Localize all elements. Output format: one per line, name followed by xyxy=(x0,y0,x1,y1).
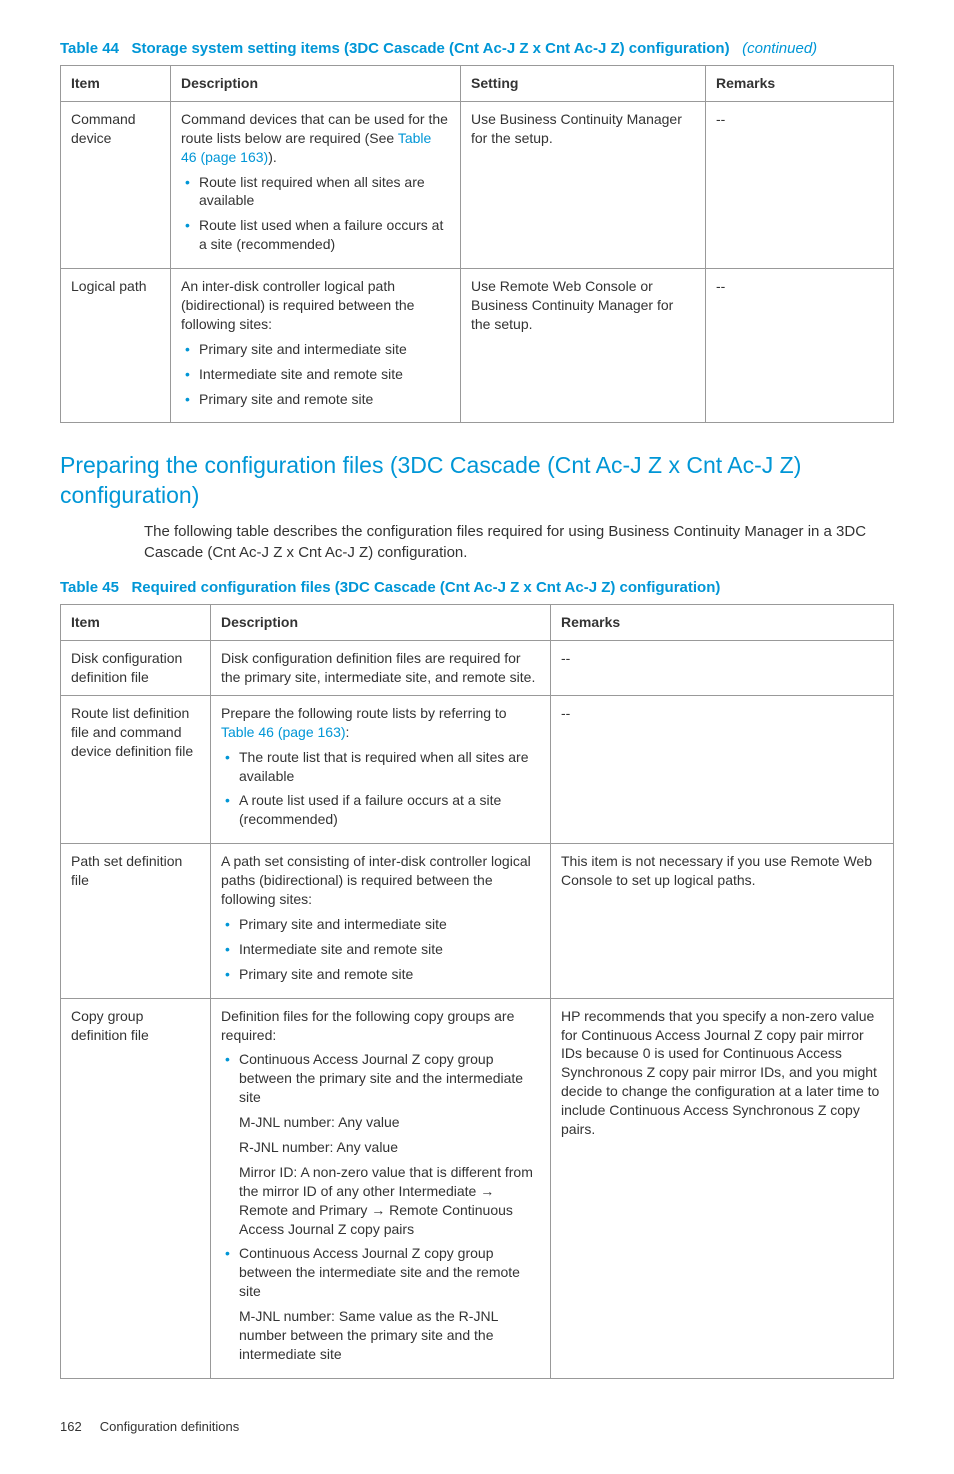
crossref-link[interactable]: Table 46 (page 163) xyxy=(221,724,346,740)
table-row: Command device Command devices that can … xyxy=(61,101,894,268)
cell-remarks: -- xyxy=(551,695,894,843)
page-number: 162 xyxy=(60,1419,82,1434)
cell-remarks: HP recommends that you specify a non-zer… xyxy=(551,998,894,1378)
cell-setting: Use Business Continuity Manager for the … xyxy=(461,101,706,268)
cell-description: An inter-disk controller logical path (b… xyxy=(171,269,461,423)
col-item: Item xyxy=(61,66,171,102)
desc-text: : xyxy=(346,724,350,740)
list-item: Route list required when all sites are a… xyxy=(181,173,450,211)
cell-description: Prepare the following route lists by ref… xyxy=(211,695,551,843)
col-item: Item xyxy=(61,605,211,641)
table-row: Path set definition file A path set cons… xyxy=(61,844,894,998)
section-intro: The following table describes the config… xyxy=(144,521,894,563)
desc-text: A path set consisting of inter-disk cont… xyxy=(221,853,531,907)
list-item: Continuous Access Journal Z copy group b… xyxy=(221,1244,540,1363)
table-row: Logical path An inter-disk controller lo… xyxy=(61,269,894,423)
list-item: Intermediate site and remote site xyxy=(221,940,540,959)
col-setting: Setting xyxy=(461,66,706,102)
cell-item: Copy group definition file xyxy=(61,998,211,1378)
cell-description: A path set consisting of inter-disk cont… xyxy=(211,844,551,998)
cell-item: Route list definition file and command d… xyxy=(61,695,211,843)
cell-description: Definition files for the following copy … xyxy=(211,998,551,1378)
bullet-list: Primary site and intermediate site Inter… xyxy=(181,340,450,409)
list-item: Primary site and intermediate site xyxy=(181,340,450,359)
table45-caption: Table 45 Required configuration files (3… xyxy=(60,579,894,596)
cell-setting: Use Remote Web Console or Business Conti… xyxy=(461,269,706,423)
col-description: Description xyxy=(171,66,461,102)
cell-item: Path set definition file xyxy=(61,844,211,998)
table44-continued: (continued) xyxy=(742,40,817,57)
list-item: Primary site and intermediate site xyxy=(221,915,540,934)
table-header-row: Item Description Setting Remarks xyxy=(61,66,894,102)
bullet-text: Continuous Access Journal Z copy group b… xyxy=(239,1051,523,1105)
bullet-text: Continuous Access Journal Z copy group b… xyxy=(239,1245,520,1299)
cell-remarks: This item is not necessary if you use Re… xyxy=(551,844,894,998)
bullet-list: Route list required when all sites are a… xyxy=(181,173,450,255)
desc-text: ). xyxy=(268,149,277,165)
footer-title: Configuration definitions xyxy=(100,1419,239,1434)
list-item: Continuous Access Journal Z copy group b… xyxy=(221,1050,540,1238)
cell-remarks: -- xyxy=(706,269,894,423)
cell-remarks: -- xyxy=(706,101,894,268)
desc-text: An inter-disk controller logical path (b… xyxy=(181,278,414,332)
table44: Item Description Setting Remarks Command… xyxy=(60,65,894,423)
table44-caption-text: Storage system setting items (3DC Cascad… xyxy=(131,40,729,57)
col-description: Description xyxy=(211,605,551,641)
table-row: Copy group definition file Definition fi… xyxy=(61,998,894,1378)
desc-text: Prepare the following route lists by ref… xyxy=(221,705,507,721)
list-item: The route list that is required when all… xyxy=(221,748,540,786)
table44-caption-prefix: Table 44 xyxy=(60,40,119,57)
bullet-list: Primary site and intermediate site Inter… xyxy=(221,915,540,984)
cell-item: Command device xyxy=(61,101,171,268)
sub-para: R-JNL number: Any value xyxy=(239,1138,540,1157)
cell-item: Logical path xyxy=(61,269,171,423)
sub-para: M-JNL number: Any value xyxy=(239,1113,540,1132)
section-heading: Preparing the configuration files (3DC C… xyxy=(60,451,894,511)
cell-item: Disk configuration definition file xyxy=(61,641,211,696)
table44-caption: Table 44 Storage system setting items (3… xyxy=(60,40,894,57)
table45-caption-text: Required configuration files (3DC Cascad… xyxy=(131,579,720,596)
table-header-row: Item Description Remarks xyxy=(61,605,894,641)
table-row: Disk configuration definition file Disk … xyxy=(61,641,894,696)
sub-para: Mirror ID: A non-zero value that is diff… xyxy=(239,1163,540,1239)
table45-caption-prefix: Table 45 xyxy=(60,579,119,596)
desc-text: Definition files for the following copy … xyxy=(221,1008,514,1043)
sub-para: M-JNL number: Same value as the R-JNL nu… xyxy=(239,1307,540,1364)
list-item: Route list used when a failure occurs at… xyxy=(181,216,450,254)
table-row: Route list definition file and command d… xyxy=(61,695,894,843)
list-item: Intermediate site and remote site xyxy=(181,365,450,384)
col-remarks: Remarks xyxy=(706,66,894,102)
col-remarks: Remarks xyxy=(551,605,894,641)
list-item: Primary site and remote site xyxy=(181,390,450,409)
cell-description: Disk configuration definition files are … xyxy=(211,641,551,696)
cell-description: Command devices that can be used for the… xyxy=(171,101,461,268)
list-item: Primary site and remote site xyxy=(221,965,540,984)
cell-remarks: -- xyxy=(551,641,894,696)
bullet-list: Continuous Access Journal Z copy group b… xyxy=(221,1050,540,1363)
table45: Item Description Remarks Disk configurat… xyxy=(60,604,894,1379)
list-item: A route list used if a failure occurs at… xyxy=(221,791,540,829)
bullet-list: The route list that is required when all… xyxy=(221,748,540,830)
page-footer: 162 Configuration definitions xyxy=(60,1419,894,1434)
